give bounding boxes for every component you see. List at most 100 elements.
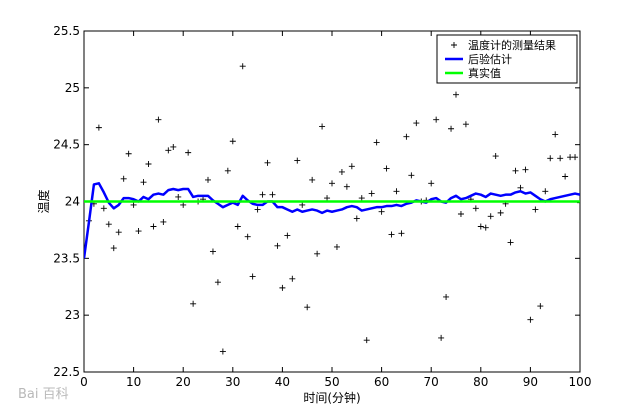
x-tick-label: 70	[424, 375, 439, 389]
measurement-point	[259, 191, 266, 198]
measurement-point	[388, 231, 395, 238]
x-axis-label: 时间(分钟)	[303, 390, 360, 405]
x-tick-label: 60	[374, 375, 389, 389]
measurement-point	[383, 165, 390, 172]
measurement-point	[214, 279, 221, 286]
measurement-point	[368, 190, 375, 197]
measurement-point	[170, 143, 177, 150]
measurement-point	[150, 223, 157, 230]
measurement-point	[155, 116, 162, 123]
measurement-point	[130, 201, 137, 208]
x-tick-label: 90	[523, 375, 538, 389]
measurement-point	[95, 124, 102, 131]
measurement-point	[557, 155, 564, 162]
measurement-point	[294, 157, 301, 164]
measurement-point	[145, 160, 152, 167]
measurement-point	[348, 163, 355, 170]
series-layer	[84, 63, 580, 355]
legend-entry-label: 真实值	[468, 66, 501, 80]
measurement-point	[572, 154, 579, 161]
measurement-point	[299, 201, 306, 208]
measurement-point	[100, 205, 107, 212]
measurement-point	[438, 334, 445, 341]
measurement-point	[373, 139, 380, 146]
measurement-point	[527, 316, 534, 323]
measurement-point	[358, 195, 365, 202]
measurement-point	[314, 250, 321, 257]
measurement-point	[319, 123, 326, 130]
x-tick-label: 40	[275, 375, 290, 389]
measurement-point	[343, 183, 350, 190]
measurement-point	[239, 63, 246, 70]
measurement-point	[224, 167, 231, 174]
measurement-point	[398, 230, 405, 237]
legend-entry-label: 温度计的测量结果	[468, 38, 556, 52]
measurement-point	[175, 193, 182, 200]
series-clip-group	[84, 63, 580, 355]
measurement-point	[185, 149, 192, 156]
measurement-point	[497, 209, 504, 216]
measurement-point	[512, 167, 519, 174]
measurement-point	[274, 242, 281, 249]
measurement-point	[487, 213, 494, 220]
measurement-point	[462, 121, 469, 128]
measurement-point	[338, 168, 345, 175]
y-tick-label: 24	[65, 195, 80, 209]
measurement-point	[433, 116, 440, 123]
y-tick-label: 25	[65, 81, 80, 95]
measurement-point	[448, 125, 455, 132]
measurement-point	[453, 91, 459, 98]
measurement-point	[532, 206, 539, 213]
measurement-point	[333, 243, 340, 250]
measurement-point	[353, 215, 360, 222]
measurement-point	[492, 153, 499, 160]
measurement-point	[413, 120, 420, 127]
measurement-point	[269, 191, 276, 198]
legend-entry-label: 后验估计	[468, 52, 512, 66]
measurement-point	[537, 303, 544, 310]
legend-marker-measurements	[451, 42, 457, 48]
y-tick-label: 22.5	[53, 365, 80, 379]
measurement-point	[477, 223, 484, 230]
measurement-point	[403, 133, 410, 140]
measurement-point	[329, 180, 335, 187]
measurement-point	[140, 179, 147, 186]
series-measurements	[85, 63, 580, 355]
x-tick-label: 50	[324, 375, 339, 389]
measurement-point	[219, 348, 226, 355]
x-tick-label: 30	[225, 375, 240, 389]
measurement-point	[309, 176, 316, 183]
measurement-point	[264, 159, 271, 166]
measurement-point	[457, 211, 464, 218]
measurement-point	[324, 195, 331, 202]
measurement-point	[234, 223, 241, 230]
measurement-point	[289, 275, 296, 282]
measurement-point	[110, 245, 117, 252]
measurement-point	[244, 233, 251, 240]
watermark-text: Bai 百科	[18, 387, 69, 402]
measurement-point	[190, 300, 197, 307]
measurement-point	[229, 138, 236, 145]
measurement-point	[249, 273, 256, 280]
measurement-point	[547, 155, 554, 162]
x-tick-label: 80	[473, 375, 488, 389]
x-tick-label: 20	[176, 375, 191, 389]
measurement-point	[115, 229, 122, 236]
measurement-point	[378, 208, 385, 215]
measurement-point	[552, 131, 559, 138]
y-tick-label: 25.5	[53, 24, 80, 38]
measurement-point	[160, 218, 167, 225]
measurement-point	[125, 150, 132, 157]
y-tick-label: 23.5	[53, 251, 80, 265]
measurement-point	[363, 337, 370, 344]
y-axis-label: 温度	[36, 189, 51, 213]
measurement-point	[517, 184, 524, 191]
x-tick-label: 10	[126, 375, 141, 389]
measurement-point	[408, 172, 415, 179]
x-tick-label: 100	[569, 375, 592, 389]
series-line-posterior-estimate	[84, 182, 580, 259]
measurement-point	[472, 205, 479, 212]
measurement-point	[507, 239, 514, 246]
